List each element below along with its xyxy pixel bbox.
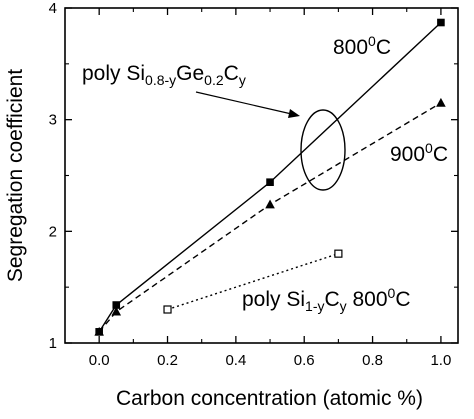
y-tick-label: 2 [49, 223, 57, 240]
x-axis-title: Carbon concentration (atomic %) [116, 387, 423, 410]
series-label-900C-text: 900 [390, 143, 425, 166]
annotation-ellipse [300, 109, 346, 191]
x-tick-label: 0.2 [157, 352, 178, 369]
data-point-open-square [163, 305, 172, 314]
y-tick-label: 4 [49, 0, 57, 17]
annotation-arrowhead [288, 109, 300, 118]
data-point-open-square [334, 249, 343, 258]
data-point-triangle [265, 199, 275, 209]
series-label-900C-text: C [433, 143, 448, 166]
series-label-800C-sup: 0 [368, 33, 376, 49]
series-label-900C-sup: 0 [425, 140, 433, 156]
x-tick-label: 1.0 [430, 352, 451, 369]
series-layer [94, 18, 446, 336]
annotation-label-text: poly Si [82, 62, 145, 85]
x-tick-label: 0.8 [362, 352, 383, 369]
series-label-polySiC-800C-sub: 1-y [305, 298, 324, 314]
x-tick-label: 0.0 [89, 352, 110, 369]
series-label-polySiC-800C-sup: 0 [388, 285, 396, 301]
annotation-label-text: Ge [176, 62, 204, 85]
data-point-square [112, 301, 121, 309]
data-point-square [437, 18, 445, 27]
series-label-800C: 8000C [333, 33, 391, 59]
y-tick-label: 3 [49, 112, 57, 129]
y-axis-title: Segregation coefficient [4, 69, 27, 282]
data-point-triangle [111, 306, 122, 316]
series-label-polySiC-800C-text: poly Si [242, 288, 305, 311]
annotation-label-text: C [224, 62, 239, 85]
annotation-label: poly Si0.8-yGe0.2Cy [82, 62, 246, 88]
series-label-polySiC-800C-text: C [324, 288, 339, 311]
data-point-triangle [94, 326, 104, 336]
annotation-arrow [195, 91, 297, 116]
series-label-polySiC-800C-text: 800 [347, 288, 388, 311]
x-tick-label: 0.6 [294, 352, 315, 369]
series-line-1 [98, 22, 442, 333]
axes-layer: 0.0 0.2 0.4 0.6 0.8 1.0 1 2 3 4 Carbon concentrati… [4, 0, 459, 410]
annotation-label-sub: 0.8-y [145, 72, 176, 88]
series-line-2 [98, 102, 442, 333]
series-label-800C-text: C [376, 36, 391, 59]
series-label-900C: 9000C [390, 140, 448, 166]
annotation-label-sub: 0.2 [204, 72, 224, 88]
series-label-polySiC-800C-text: C [395, 288, 410, 311]
y-tick-label: 1 [49, 335, 57, 352]
series-label-polySiC-800C-sub: y [340, 298, 347, 314]
annotation-label-sub: y [239, 72, 246, 88]
x-tick-label: 0.4 [225, 352, 246, 369]
data-point-triangle [436, 97, 446, 107]
data-point-square [266, 178, 274, 186]
series-label-polySiC-800C: poly Si1-yCy 8000C [242, 285, 411, 314]
series-label-800C-text: 800 [333, 36, 368, 59]
